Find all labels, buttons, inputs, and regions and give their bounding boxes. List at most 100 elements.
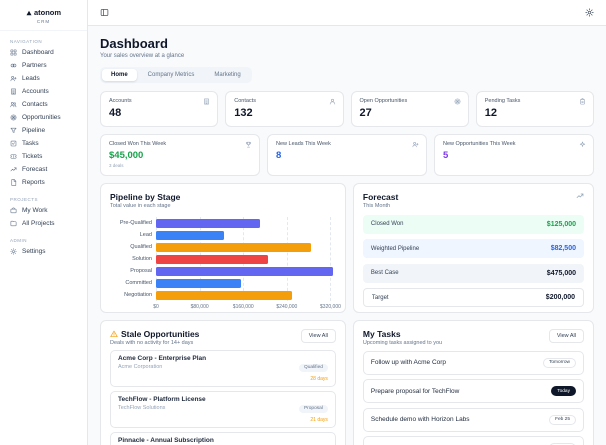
stat-label: Contacts xyxy=(234,98,256,104)
task-row[interactable]: Follow up with Acme Corp Tomorrow xyxy=(362,350,584,375)
card-new-leads-week: New Leads This Week 8 xyxy=(267,134,427,176)
nav-section-label: Admin xyxy=(10,238,27,243)
briefcase-icon xyxy=(10,207,17,214)
users-icon xyxy=(10,101,17,108)
card-title-row: Stale Opportunities xyxy=(110,329,199,339)
card-title: Forecast xyxy=(362,192,399,202)
tab-home[interactable]: Home xyxy=(102,69,137,81)
opportunity-company: TechFlow Solutions xyxy=(118,405,166,411)
card-title: My Tasks xyxy=(362,329,401,339)
sidebar-item-label: Partners xyxy=(22,62,47,69)
sidebar-item-partners[interactable]: Partners xyxy=(0,59,87,72)
nav-section-label: Projects xyxy=(10,197,39,202)
sidebar-item-tickets[interactable]: Tickets xyxy=(0,150,87,163)
stat-label: New Opportunities This Week xyxy=(443,141,516,147)
app-name: atonom xyxy=(33,8,62,17)
sparkle-icon xyxy=(579,141,586,148)
user-plus-icon xyxy=(412,141,419,148)
sidebar-item-tasks[interactable]: Tasks xyxy=(0,137,87,150)
user-plus-icon xyxy=(10,75,17,82)
card-subtitle: Upcoming tasks assigned to you xyxy=(362,340,443,346)
chart-tick-label: $80,000 xyxy=(190,304,209,310)
sidebar-item-my-work[interactable]: My Work xyxy=(0,204,87,217)
stat-card-contacts: Contacts 132 xyxy=(225,91,344,127)
card-subtitle: Total value in each stage xyxy=(110,203,171,209)
trend-up-icon xyxy=(576,192,584,200)
task-row[interactable]: Schedule demo with Horizon Labs Feb 25 xyxy=(362,407,584,432)
sidebar-item-label: My Work xyxy=(22,207,48,214)
task-row[interactable]: Review contract terms - Pinnacle Feb 27 xyxy=(362,436,584,445)
card-title: Pipeline by Stage xyxy=(110,192,181,202)
opportunity-row[interactable]: Acme Corp - Enterprise Plan Acme Corpora… xyxy=(110,350,336,387)
stat-card-accounts: Accounts 48 xyxy=(100,91,219,127)
clipboard-icon xyxy=(579,98,586,105)
sidebar-item-leads[interactable]: Leads xyxy=(0,72,87,85)
due-badge: Tomorrow xyxy=(542,357,576,368)
pipeline-plot: Pre-Qualified Lead Qualified Solution Propos… xyxy=(120,217,336,301)
card-new-opportunities-week: New Opportunities This Week 5 xyxy=(434,134,594,176)
card-title: Stale Opportunities xyxy=(121,329,200,339)
pipeline-bar xyxy=(156,278,241,288)
sidebar-item-accounts[interactable]: Accounts xyxy=(0,85,87,98)
stat-label: Pending Tasks xyxy=(484,98,521,104)
sidebar-item-label: Leads xyxy=(22,75,40,82)
stat-cards: Accounts 48 Contacts 132 Open Opportunit… xyxy=(100,91,594,127)
pipeline-chart: Pre-Qualified Lead Qualified Solution Propos… xyxy=(110,217,341,312)
sidebar-item-label: All Projects xyxy=(22,220,55,227)
tab-bar: Home Company Metrics Marketing xyxy=(100,67,252,83)
stat-value: 132 xyxy=(234,107,253,119)
sidebar-item-forecast[interactable]: Forecast xyxy=(0,163,87,176)
topbar xyxy=(88,0,606,26)
tab-marketing[interactable]: Marketing xyxy=(214,72,241,78)
forecast-label: Target xyxy=(371,294,389,301)
forecast-row-closed-won: Closed Won $125,000 xyxy=(362,214,584,234)
opportunity-row[interactable]: Pinnacle - Annual Subscription Pinnacle … xyxy=(110,432,336,445)
forecast-row-target: Target $200,000 xyxy=(362,288,584,307)
gear-icon[interactable] xyxy=(585,8,594,17)
tab-company-metrics[interactable]: Company Metrics xyxy=(147,72,195,78)
stat-card-pending-tasks: Pending Tasks 12 xyxy=(475,91,594,127)
pipeline-bar xyxy=(156,242,312,252)
page-title: Dashboard xyxy=(100,36,168,51)
pipeline-ticks: $0 $80,000 $160,000 $240,000 $320,000 xyxy=(153,303,341,312)
ticket-icon xyxy=(10,153,17,160)
sidebar-item-label: Pipeline xyxy=(22,127,46,134)
sidebar-item-pipeline[interactable]: Pipeline xyxy=(0,124,87,137)
opportunity-name: TechFlow - Platform License xyxy=(118,396,206,403)
pipeline-bar xyxy=(156,266,334,276)
pipeline-bar-row: Lead xyxy=(140,229,336,241)
stat-note: 3 deals xyxy=(109,163,124,168)
tasks-view-all-button[interactable]: View All xyxy=(548,329,584,343)
panel-left-icon[interactable] xyxy=(100,8,109,17)
task-row[interactable]: Prepare proposal for TechFlow Today xyxy=(362,379,584,403)
pipeline-bar-row: Solution xyxy=(132,253,336,265)
opportunity-row[interactable]: TechFlow - Platform License TechFlow Sol… xyxy=(110,391,336,428)
stale-view-all-button[interactable]: View All xyxy=(300,329,336,343)
chart-gridline xyxy=(286,217,288,301)
partners-icon xyxy=(10,62,17,69)
funnel-icon xyxy=(10,127,17,134)
main-area: Dashboard Your sales overview at a glanc… xyxy=(88,0,606,445)
weekly-cards: Closed Won This Week $45,000 3 deals New… xyxy=(100,134,594,176)
stale-days: 28 days xyxy=(310,376,328,382)
sidebar-item-opportunities[interactable]: Opportunities xyxy=(0,111,87,124)
app-subtitle: CRM xyxy=(36,19,51,24)
sidebar-item-dashboard[interactable]: Dashboard xyxy=(0,46,87,59)
pipeline-stage-label: Committed xyxy=(125,280,152,286)
sidebar-item-settings[interactable]: Settings xyxy=(0,245,87,258)
forecast-row-weighted-pipeline: Weighted Pipeline $82,500 xyxy=(362,239,584,258)
chart-tick-label: $0 xyxy=(153,304,159,310)
sidebar-item-all-projects[interactable]: All Projects xyxy=(0,217,87,230)
task-name: Follow up with Acme Corp xyxy=(370,359,447,366)
sidebar-item-contacts[interactable]: Contacts xyxy=(0,98,87,111)
my-tasks-card: My Tasks Upcoming tasks assigned to you … xyxy=(352,320,594,445)
app-logo: atonom CRM xyxy=(0,0,87,31)
stat-value: 12 xyxy=(484,107,497,119)
sidebar-item-reports[interactable]: Reports xyxy=(0,176,87,189)
forecast-label: Best Case xyxy=(370,270,399,276)
pipeline-stage-label: Negotiation xyxy=(124,292,152,298)
page-content: Dashboard Your sales overview at a glanc… xyxy=(88,26,606,445)
due-badge: Feb 25 xyxy=(549,414,576,425)
pipeline-bar-row: Pre-Qualified xyxy=(120,217,336,229)
opportunity-company: Acme Corporation xyxy=(118,364,163,370)
